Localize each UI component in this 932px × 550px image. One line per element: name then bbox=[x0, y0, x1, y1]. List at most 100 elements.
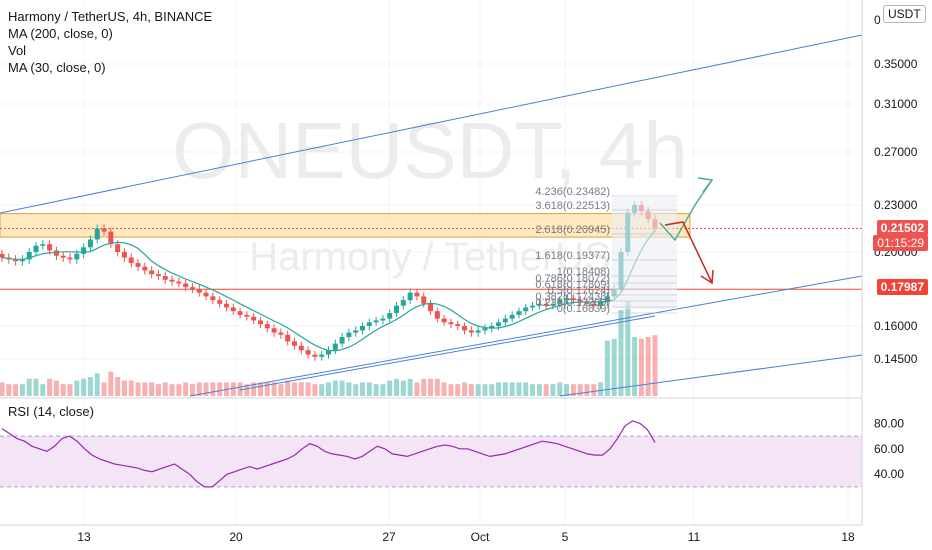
volume-bar-46 bbox=[312, 384, 318, 396]
volume-bar-54 bbox=[366, 382, 372, 396]
zones bbox=[0, 213, 862, 290]
bearish-projection bbox=[664, 221, 713, 284]
volume-bar-43 bbox=[291, 382, 297, 396]
candle-31 bbox=[210, 296, 216, 301]
volume-bar-0 bbox=[0, 382, 5, 396]
candle-25 bbox=[169, 279, 175, 282]
volume-bar-41 bbox=[278, 384, 284, 396]
watermark-symbol: ONEUSDT, 4h bbox=[172, 106, 688, 195]
volume-bar-1 bbox=[6, 384, 12, 396]
candle-12 bbox=[81, 247, 87, 254]
candle-8 bbox=[53, 250, 59, 256]
candle-67 bbox=[455, 324, 461, 326]
volume-bar-85 bbox=[577, 384, 583, 396]
volume-bar-68 bbox=[462, 382, 468, 396]
projection-arrows bbox=[659, 177, 714, 285]
rsi-line bbox=[1, 420, 656, 488]
candle-83 bbox=[564, 298, 570, 301]
volume-bar-76 bbox=[516, 382, 522, 396]
volume-bar-61 bbox=[414, 382, 420, 396]
volume-bar-55 bbox=[373, 384, 379, 396]
volume-bar-69 bbox=[468, 384, 474, 396]
candle-71 bbox=[482, 328, 488, 331]
countdown-tag: 01:15:29 bbox=[873, 235, 928, 251]
volume-bar-45 bbox=[305, 382, 311, 396]
price-tick-2: 0.27000 bbox=[874, 145, 918, 159]
volume-bar-2 bbox=[13, 384, 19, 396]
candle-29 bbox=[196, 289, 202, 293]
volume-bar-6 bbox=[40, 384, 46, 396]
candle-30 bbox=[203, 292, 209, 297]
candle-0 bbox=[0, 253, 5, 258]
candle-51 bbox=[346, 332, 352, 337]
volume-bar-73 bbox=[496, 382, 502, 396]
fib-box bbox=[612, 197, 677, 309]
volume-bar-63 bbox=[428, 378, 434, 396]
fib-label-9: 0.236(0.17209) bbox=[535, 297, 610, 309]
volume-bar-18 bbox=[121, 380, 127, 396]
candle-56 bbox=[380, 318, 386, 321]
legend-vol: Vol bbox=[8, 43, 27, 58]
fib-label-5: 0.786(0.18072) bbox=[535, 273, 610, 285]
volume-bar-31 bbox=[210, 382, 216, 396]
rsi-tick-0: 80.00 bbox=[874, 416, 904, 430]
candle-28 bbox=[189, 287, 195, 289]
candle-39 bbox=[264, 324, 270, 329]
candle-54 bbox=[366, 322, 372, 326]
fib-label-4: 1(0.18408) bbox=[557, 266, 610, 278]
volume-bar-23 bbox=[155, 384, 161, 396]
time-tick-4: 5 bbox=[562, 530, 569, 544]
price-tick-6: 0.14500 bbox=[874, 352, 918, 366]
volume-bar-10 bbox=[67, 384, 73, 396]
candle-35 bbox=[237, 311, 243, 315]
price-tick-5: 0.16000 bbox=[874, 319, 918, 333]
candle-43 bbox=[291, 341, 297, 346]
candle-86 bbox=[584, 301, 590, 304]
candle-32 bbox=[217, 300, 223, 304]
candle-42 bbox=[285, 334, 291, 342]
candle-46 bbox=[312, 354, 318, 357]
time-tick-6: 18 bbox=[841, 530, 855, 544]
volume-bar-58 bbox=[394, 378, 400, 396]
rsi-tick-2: 40.00 bbox=[874, 467, 904, 481]
candle-49 bbox=[332, 343, 338, 351]
volume-bar-8 bbox=[53, 380, 59, 396]
volume-bar-35 bbox=[237, 382, 243, 396]
candle-26 bbox=[176, 281, 182, 284]
candle-80 bbox=[543, 303, 549, 306]
volume-bar-71 bbox=[482, 384, 488, 396]
candle-38 bbox=[257, 320, 263, 325]
volume-bar-60 bbox=[407, 378, 413, 396]
candle-53 bbox=[360, 326, 366, 331]
volume-bar-84 bbox=[570, 384, 576, 396]
rsi-panel bbox=[0, 397, 862, 488]
candle-89 bbox=[604, 296, 610, 302]
candle-47 bbox=[319, 354, 325, 357]
candle-68 bbox=[462, 326, 468, 331]
candle-9 bbox=[60, 255, 66, 258]
candle-33 bbox=[223, 303, 229, 308]
volume-bar-64 bbox=[434, 378, 440, 396]
candle-21 bbox=[142, 266, 148, 271]
volume-bar-83 bbox=[564, 384, 570, 396]
candle-15 bbox=[101, 228, 107, 232]
candle-45 bbox=[305, 350, 311, 355]
volume-bar-66 bbox=[448, 384, 454, 396]
candle-11 bbox=[74, 253, 80, 260]
volume-bar-56 bbox=[380, 384, 386, 396]
fib-label-10: 0(0.16839) bbox=[557, 303, 610, 315]
candle-75 bbox=[509, 314, 515, 319]
candle-62 bbox=[421, 296, 427, 304]
volume-bar-3 bbox=[19, 384, 25, 396]
volume-bar-42 bbox=[285, 380, 291, 396]
price-tick-top: 0 bbox=[874, 13, 881, 27]
volume-bar-5 bbox=[33, 378, 39, 396]
currency-button[interactable]: USDT bbox=[883, 5, 926, 23]
candle-2 bbox=[13, 259, 19, 262]
candle-55 bbox=[373, 320, 379, 323]
candle-74 bbox=[502, 318, 508, 323]
candle-17 bbox=[115, 244, 121, 252]
candle-48 bbox=[326, 350, 331, 355]
volume-bar-36 bbox=[244, 384, 250, 396]
candle-78 bbox=[530, 305, 536, 308]
